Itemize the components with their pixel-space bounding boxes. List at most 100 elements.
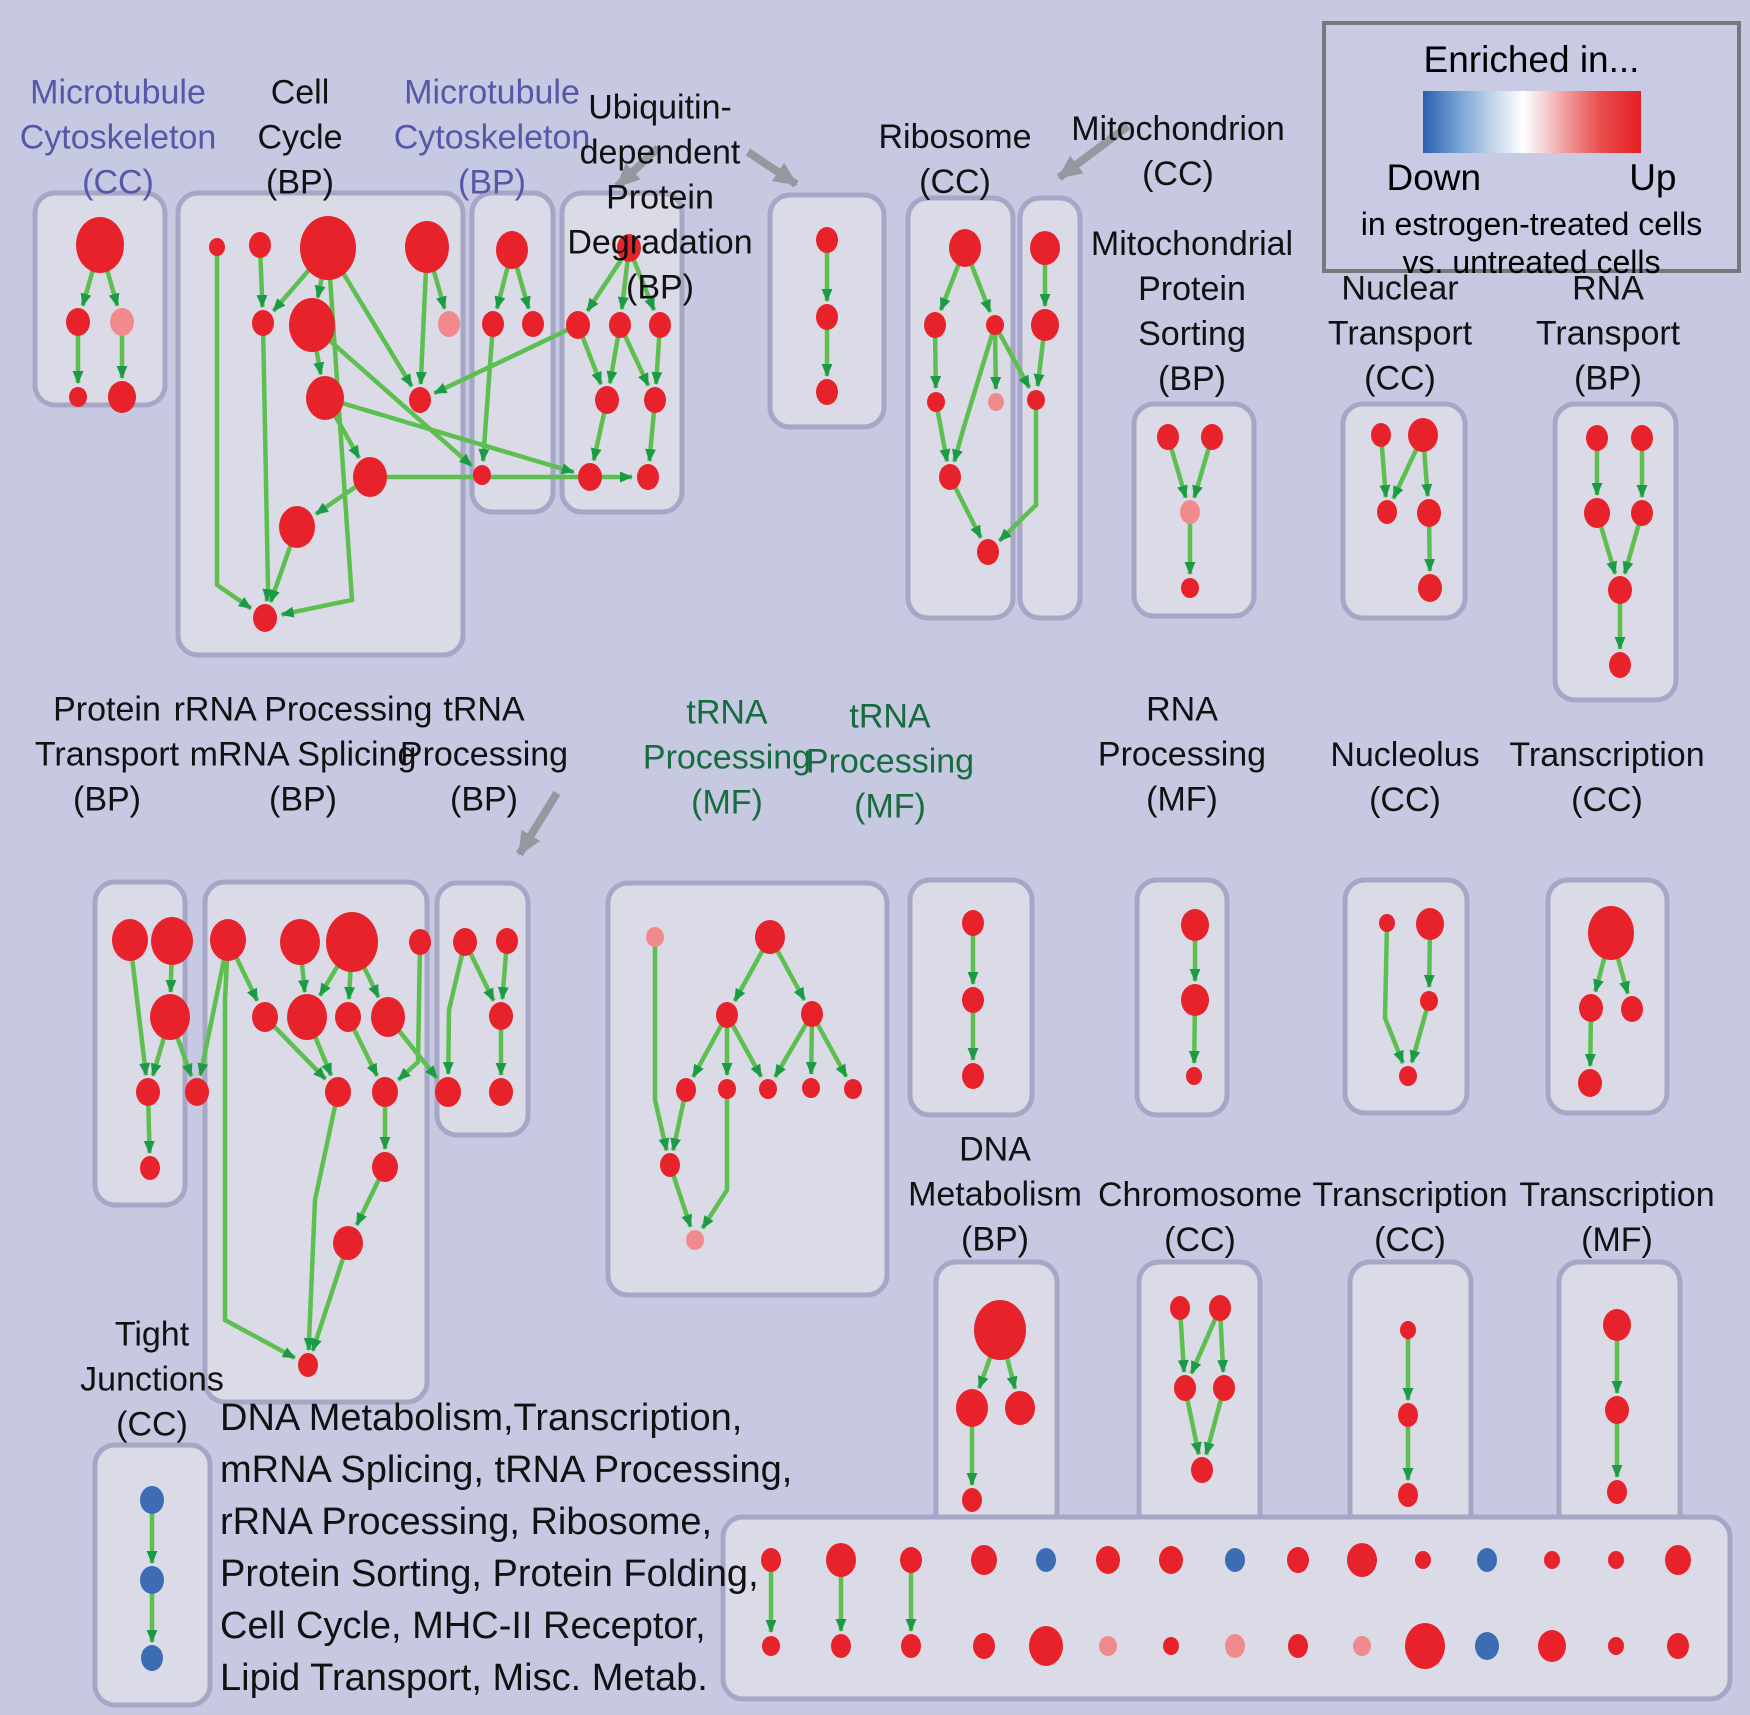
label-trna-processing-mf-1: tRNA Processing (MF) bbox=[642, 693, 812, 822]
label-tight-junctions-cc: Tight Junctions (CC) bbox=[80, 1315, 224, 1444]
go-node-b3b bbox=[482, 311, 504, 337]
go-node-st6 bbox=[1096, 1546, 1120, 1574]
go-node-nt4 bbox=[1417, 499, 1441, 527]
go-node-st9 bbox=[1287, 1547, 1309, 1573]
go-node-rb4 bbox=[927, 392, 945, 412]
go-node-rb7 bbox=[977, 539, 999, 565]
edge-rr11-rr12 bbox=[354, 1173, 384, 1227]
edge-b4c-b4f bbox=[620, 330, 651, 387]
go-node-mt3 bbox=[110, 308, 134, 336]
go-node-b4a bbox=[617, 234, 641, 262]
edge-rr1-rr13 bbox=[222, 950, 296, 1360]
edge-nu3-nu4 bbox=[1409, 1005, 1430, 1064]
go-node-tbc bbox=[489, 1002, 513, 1030]
label-transcription-cc-row2: Transcription (CC) bbox=[1509, 736, 1705, 819]
edge-nt4-nt5 bbox=[1424, 520, 1436, 573]
label-microtubule-cytoskeleton-cc: Microtubule Cytoskeleton (CC) bbox=[19, 73, 217, 202]
go-node-b3d bbox=[473, 465, 491, 485]
go-node-b3a bbox=[496, 231, 528, 269]
edge-b4a-b4d bbox=[629, 253, 657, 312]
edge-rb1-rb3 bbox=[966, 256, 993, 313]
edge-b4b-cc9 bbox=[433, 326, 573, 396]
go-node-cc12 bbox=[253, 604, 277, 632]
go-node-t22 bbox=[1398, 1403, 1418, 1427]
go-node-ts2 bbox=[962, 987, 984, 1013]
label-transcription-mf: Transcription (MF) bbox=[1519, 1176, 1715, 1259]
edge-cc8-b4g bbox=[335, 399, 575, 475]
edge-rr12-rr13 bbox=[310, 1250, 348, 1352]
go-node-st2 bbox=[826, 1543, 856, 1577]
go-node-t21 bbox=[1400, 1321, 1416, 1339]
edge-ra3-ra5 bbox=[1597, 519, 1618, 575]
label-cell-cycle-bp: Cell Cycle (BP) bbox=[257, 73, 343, 202]
edge-tm1-tm2 bbox=[732, 943, 768, 1003]
go-node-sb11 bbox=[1405, 1623, 1445, 1669]
go-node-sb9 bbox=[1288, 1634, 1308, 1658]
go-node-b5a bbox=[816, 227, 838, 253]
edge-tba-tbc bbox=[466, 947, 496, 1002]
go-node-sb3 bbox=[901, 1634, 921, 1658]
edge-tbb-tbc bbox=[497, 947, 509, 1001]
label-trna-processing-mf-2: tRNA Processing (MF) bbox=[805, 697, 975, 826]
go-node-sb1 bbox=[762, 1636, 780, 1656]
edge-tm9-tmp2 bbox=[669, 1169, 693, 1228]
go-node-b5c bbox=[816, 379, 838, 405]
go-node-dm1 bbox=[974, 1300, 1026, 1360]
ubiquitin-pointer-left-arrow bbox=[614, 145, 661, 190]
go-node-nu1 bbox=[1379, 914, 1395, 932]
edge-tm1-tm3 bbox=[772, 943, 807, 1002]
go-node-ra4 bbox=[1631, 500, 1653, 526]
edge-ch3-ch5 bbox=[1184, 1394, 1202, 1456]
edge-b4c-b4e bbox=[606, 331, 622, 385]
edge-rr9-rr13 bbox=[303, 1099, 339, 1352]
legend-subtitle-2: vs. untreated cells bbox=[1402, 244, 1661, 280]
go-node-mt1 bbox=[76, 217, 124, 273]
edge-pt1-pt4 bbox=[129, 950, 151, 1077]
go-node-nt3 bbox=[1377, 500, 1397, 524]
go-node-cc11 bbox=[279, 506, 315, 548]
box-nuclear-transport bbox=[1340, 401, 1468, 621]
go-node-mp3 bbox=[1180, 500, 1200, 524]
go-node-tbx bbox=[435, 1077, 461, 1107]
go-node-st1 bbox=[761, 1548, 781, 1572]
label-nuclear-transport-cc: Nuclear Transport (CC) bbox=[1327, 269, 1473, 398]
go-node-tm6 bbox=[759, 1079, 777, 1099]
go-node-pt4 bbox=[136, 1078, 160, 1106]
edge-rb2-rb4 bbox=[930, 331, 942, 390]
go-node-nu3 bbox=[1420, 991, 1438, 1011]
edge-b4d-b4f bbox=[651, 331, 663, 386]
go-node-rp3 bbox=[1186, 1067, 1202, 1085]
label-nucleolus-cc: Nucleolus (CC) bbox=[1330, 736, 1480, 819]
go-node-mt2 bbox=[66, 308, 90, 336]
edge-nu2-nu3 bbox=[1423, 932, 1435, 989]
go-node-b4h bbox=[637, 464, 659, 490]
go-node-sb13 bbox=[1538, 1630, 1566, 1662]
label-mitochondrion-cc: Mitochondrion (CC) bbox=[1071, 110, 1285, 193]
go-node-st4 bbox=[971, 1545, 997, 1575]
go-node-tc1 bbox=[1588, 906, 1634, 960]
edge-mtf-rb7 bbox=[997, 405, 1039, 543]
edge-tmp1-tm9 bbox=[652, 942, 670, 1152]
edge-rb4-rb6 bbox=[934, 406, 951, 463]
edge-rr8-tbx bbox=[392, 1023, 439, 1080]
box-chromosome bbox=[1136, 1259, 1263, 1545]
go-node-rr13 bbox=[298, 1353, 318, 1377]
misc-clusters-note: DNA Metabolism,Transcription, mRNA Splic… bbox=[220, 1397, 793, 1699]
go-node-rr7 bbox=[335, 1002, 361, 1032]
edge-pt4-pt5 bbox=[143, 1099, 155, 1155]
edge-tba-tbx bbox=[442, 948, 466, 1076]
label-ribosome-cc: Ribosome (CC) bbox=[878, 118, 1032, 201]
go-node-tm4 bbox=[676, 1078, 696, 1102]
go-node-rb5 bbox=[988, 393, 1004, 411]
go-node-b4c bbox=[609, 312, 631, 338]
go-node-st15 bbox=[1665, 1545, 1691, 1575]
edge-rr5-rr9 bbox=[268, 1021, 328, 1081]
go-node-dm4 bbox=[962, 1488, 982, 1512]
edge-nu1-nu4 bbox=[1382, 927, 1405, 1064]
go-node-b4g bbox=[578, 463, 602, 491]
go-node-b4d bbox=[649, 312, 671, 338]
edge-cc5-cc12 bbox=[260, 329, 274, 603]
edge-tm3-tm6 bbox=[773, 1018, 811, 1079]
go-node-tm2 bbox=[716, 1002, 738, 1028]
